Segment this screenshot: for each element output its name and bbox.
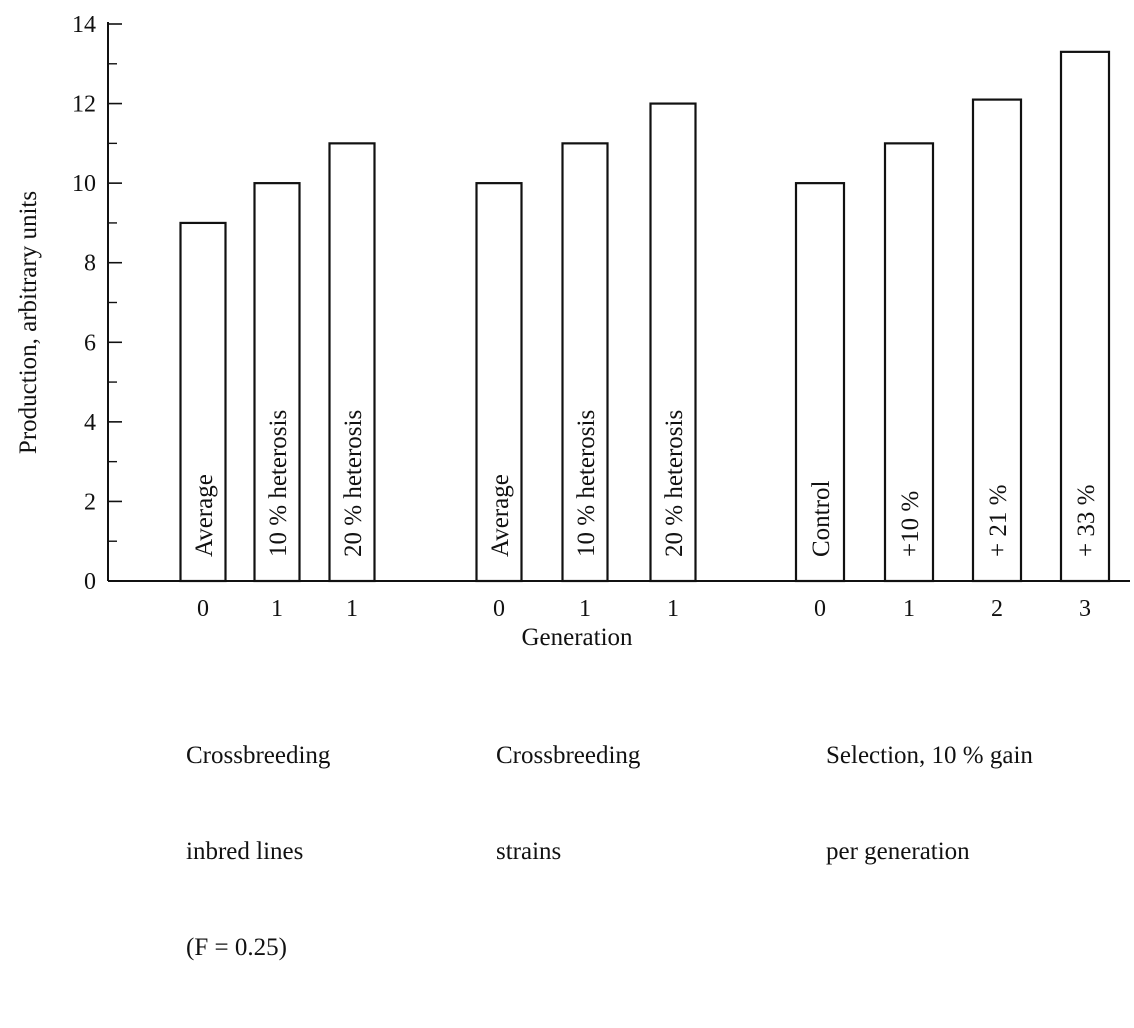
bar-label: 20 % heterosis bbox=[340, 410, 367, 557]
x-tick-label: 0 bbox=[814, 596, 826, 622]
y-tick-label: 14 bbox=[72, 12, 96, 38]
x-tick-label: 0 bbox=[197, 596, 209, 622]
caption-line: inbred lines bbox=[186, 838, 304, 865]
caption-line: Crossbreeding bbox=[496, 742, 641, 769]
y-tick-label: 10 bbox=[72, 171, 96, 197]
caption-line: strains bbox=[496, 838, 562, 865]
group-caption-inbred-lines: Crossbreeding inbred lines (F = 0.25) bbox=[186, 676, 330, 1028]
caption-line: per generation bbox=[826, 838, 970, 865]
bar-label: 10 % heterosis bbox=[265, 410, 292, 557]
bar bbox=[179, 221, 227, 583]
x-tick-label: 2 bbox=[991, 596, 1003, 622]
x-tick-label: 1 bbox=[346, 596, 358, 622]
x-axis-label: Generation bbox=[521, 624, 633, 651]
bar bbox=[971, 98, 1023, 583]
bar bbox=[475, 182, 523, 583]
bar-label: 10 % heterosis bbox=[573, 410, 600, 557]
caption-line: (F = 0.25) bbox=[186, 934, 287, 961]
x-tick-label: 1 bbox=[667, 596, 679, 622]
y-tick-label: 2 bbox=[84, 489, 96, 515]
caption-line: Selection, 10 % gain bbox=[826, 742, 1033, 769]
y-tick-label: 12 bbox=[72, 92, 96, 118]
chart: 0 2 4 6 8 10 12 14 Production, arbitrary units Av… bbox=[15, 12, 1130, 961]
group-caption-strains: Crossbreeding strains bbox=[496, 676, 640, 932]
bar bbox=[1059, 50, 1111, 583]
bar-label: Average bbox=[191, 474, 218, 557]
x-tick-label: 1 bbox=[903, 596, 915, 622]
x-tick-label: 0 bbox=[493, 596, 505, 622]
bar-label: Control bbox=[808, 481, 835, 557]
y-tick-label: 0 bbox=[84, 569, 96, 595]
bar bbox=[253, 182, 301, 583]
bar-label: + 21 % bbox=[985, 485, 1012, 557]
y-tick-label: 4 bbox=[84, 410, 96, 436]
bar bbox=[794, 182, 846, 583]
bar-label: +10 % bbox=[897, 491, 924, 557]
bar bbox=[561, 142, 609, 583]
y-axis-label: Production, arbitrary units bbox=[15, 191, 42, 454]
x-tick-label: 1 bbox=[271, 596, 283, 622]
group-caption-selection: Selection, 10 % gain per generation bbox=[826, 676, 1033, 932]
x-tick-label: 3 bbox=[1079, 596, 1091, 622]
bar bbox=[328, 142, 376, 583]
bar-label: Average bbox=[487, 474, 514, 557]
bar-label: 20 % heterosis bbox=[661, 410, 688, 557]
bar bbox=[883, 142, 935, 583]
caption-line: Crossbreeding bbox=[186, 742, 331, 769]
x-tick-label: 1 bbox=[579, 596, 591, 622]
y-tick-label: 8 bbox=[84, 251, 96, 277]
bar bbox=[649, 102, 697, 583]
bar-label: + 33 % bbox=[1073, 485, 1100, 557]
y-tick-label: 6 bbox=[84, 330, 96, 356]
